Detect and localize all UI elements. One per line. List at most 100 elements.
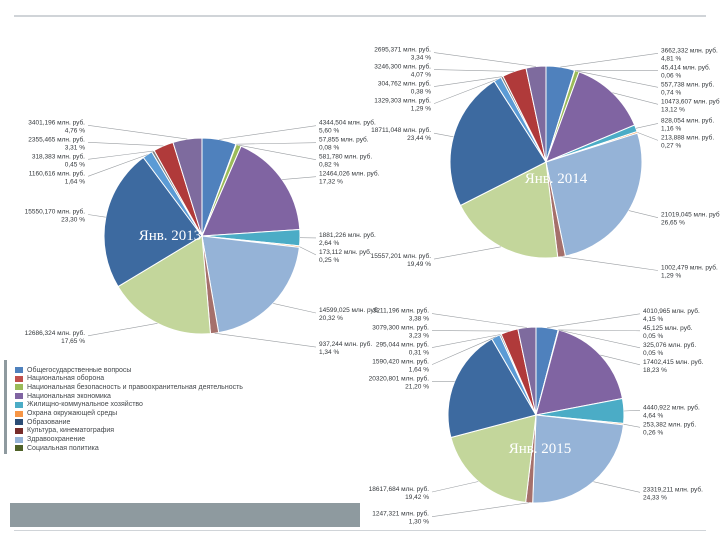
leader-line bbox=[238, 144, 317, 160]
leader-line bbox=[431, 336, 496, 365]
pie-slice bbox=[532, 414, 624, 504]
leader-line bbox=[299, 246, 317, 256]
leader-line bbox=[87, 154, 148, 177]
legend-swatch bbox=[15, 419, 23, 426]
slice-percent-label: 23,44 % bbox=[407, 135, 431, 142]
leader-line bbox=[431, 481, 479, 493]
leader-line bbox=[558, 329, 641, 332]
pie-slice bbox=[447, 338, 537, 439]
slice-value-label: 1160,616 млн. руб. bbox=[29, 169, 85, 177]
slice-percent-label: 1,29 % bbox=[411, 106, 431, 113]
leader-line bbox=[576, 70, 659, 88]
legend: Общегосударственные вопросы Национальная … bbox=[4, 360, 359, 454]
slice-value-label: 23319,211 млн. руб. bbox=[643, 485, 703, 493]
pie-slice bbox=[103, 156, 203, 288]
pie-chart: 4344,504 млн. руб.5,60 %57,855 млн. руб.… bbox=[25, 118, 380, 356]
leader-line bbox=[87, 214, 106, 218]
leader-line bbox=[431, 502, 530, 517]
slice-value-label: 3211,196 млн. руб. bbox=[373, 307, 429, 315]
leader-line bbox=[433, 52, 537, 67]
leader-line bbox=[558, 329, 641, 349]
leader-line bbox=[561, 256, 659, 271]
leader-line bbox=[433, 69, 515, 72]
leader-line bbox=[635, 123, 659, 129]
slice-percent-label: 0,27 % bbox=[661, 142, 681, 149]
legend-swatch bbox=[15, 410, 23, 417]
legend-item: Национальная экономика bbox=[15, 391, 111, 401]
legend-swatch bbox=[15, 384, 23, 391]
slice-value-label: 12464,026 млн. руб. bbox=[319, 170, 380, 178]
slice-percent-label: 2,64 % bbox=[319, 240, 339, 247]
slice-percent-label: 17,65 % bbox=[61, 338, 85, 345]
slice-value-label: 21019,045 млн. руб. bbox=[661, 211, 720, 219]
slice-percent-label: 0,05 % bbox=[643, 333, 663, 340]
slice-value-label: 57,855 млн. руб. bbox=[319, 136, 369, 144]
slice-value-label: 2355,465 млн. руб. bbox=[28, 135, 85, 143]
slice-percent-label: 4,81 % bbox=[661, 55, 681, 62]
slice-percent-label: 1,64 % bbox=[65, 178, 85, 185]
slice-value-label: 18711,048 млн. руб. bbox=[371, 126, 431, 134]
slice-value-label: 20320,801 млн. руб. bbox=[369, 375, 430, 383]
slice-percent-label: 0,45 % bbox=[65, 161, 85, 168]
legend-swatch bbox=[15, 401, 23, 408]
slice-percent-label: 4,07 % bbox=[411, 72, 431, 79]
slice-value-label: 1247,321 млн. руб. bbox=[372, 510, 429, 518]
slice-percent-label: 24,33 % bbox=[643, 494, 667, 501]
leader-line bbox=[282, 176, 317, 180]
slice-percent-label: 4,64 % bbox=[643, 412, 663, 419]
slice-value-label: 3662,332 млн. руб. bbox=[661, 46, 718, 54]
legend-item: Жилищно-коммунальное хозяйство bbox=[15, 400, 143, 410]
slice-value-label: 1590,420 млн. руб. bbox=[372, 358, 429, 366]
pie-slice bbox=[172, 137, 203, 237]
leader-line bbox=[87, 150, 154, 160]
legend-item: Здравоохранение bbox=[15, 435, 85, 445]
slice-value-label: 3246,300 млн. руб. bbox=[374, 63, 431, 71]
pie-slice bbox=[459, 161, 559, 259]
slice-percent-label: 0,08 % bbox=[319, 145, 339, 152]
slice-value-label: 173,112 млн. руб. bbox=[319, 248, 372, 256]
legend-label: Здравоохранение bbox=[27, 436, 86, 444]
slice-percent-label: 20,32 % bbox=[319, 315, 343, 322]
slice-percent-label: 0,05 % bbox=[643, 350, 663, 357]
slice-value-label: 3401,196 млн. руб. bbox=[28, 118, 85, 126]
slice-percent-label: 1,34 % bbox=[319, 349, 339, 356]
slice-value-label: 304,762 млн. руб. bbox=[378, 80, 431, 88]
legend-label: Общегосударственные вопросы bbox=[27, 366, 132, 374]
slice-value-label: 15557,201 млн. руб. bbox=[371, 252, 432, 260]
leader-line bbox=[273, 303, 317, 314]
leader-line bbox=[214, 332, 317, 348]
legend-swatch bbox=[15, 375, 23, 382]
slice-percent-label: 0,38 % bbox=[411, 89, 431, 96]
slice-percent-label: 1,64 % bbox=[409, 367, 429, 374]
slice-value-label: 318,383 млн. руб. bbox=[32, 152, 85, 160]
slice-value-label: 4010,965 млн. руб. bbox=[643, 307, 700, 315]
slice-percent-label: 19,49 % bbox=[407, 261, 431, 268]
leader-line bbox=[623, 410, 641, 412]
slice-value-label: 557,738 млн. руб. bbox=[661, 80, 714, 88]
leader-line bbox=[637, 132, 659, 141]
slice-percent-label: 4,15 % bbox=[643, 316, 663, 323]
pie-slice bbox=[201, 235, 300, 334]
legend-item: Образование bbox=[15, 417, 70, 427]
pie-slice bbox=[117, 235, 212, 335]
leader-line bbox=[87, 125, 188, 140]
slice-value-label: 10473,607 млн. руб. bbox=[661, 97, 720, 105]
top-divider bbox=[14, 15, 706, 17]
slice-percent-label: 1,30 % bbox=[409, 519, 429, 526]
leader-line bbox=[623, 423, 641, 428]
slice-percent-label: 3,23 % bbox=[409, 333, 429, 340]
leader-line bbox=[431, 313, 527, 328]
slice-percent-label: 0,74 % bbox=[661, 89, 681, 96]
slice-value-label: 828,054 млн. руб. bbox=[661, 116, 714, 124]
slice-value-label: 937,244 млн. руб. bbox=[319, 340, 372, 348]
leader-line bbox=[87, 323, 158, 337]
legend-swatch bbox=[15, 445, 23, 452]
leader-line bbox=[236, 142, 317, 145]
slice-percent-label: 26,65 % bbox=[661, 220, 685, 227]
slice-percent-label: 3,38 % bbox=[409, 316, 429, 323]
chart-title: Янв. 2013 bbox=[139, 228, 202, 244]
slice-percent-label: 19,42 % bbox=[405, 494, 429, 501]
slice-percent-label: 1,29 % bbox=[661, 273, 681, 280]
